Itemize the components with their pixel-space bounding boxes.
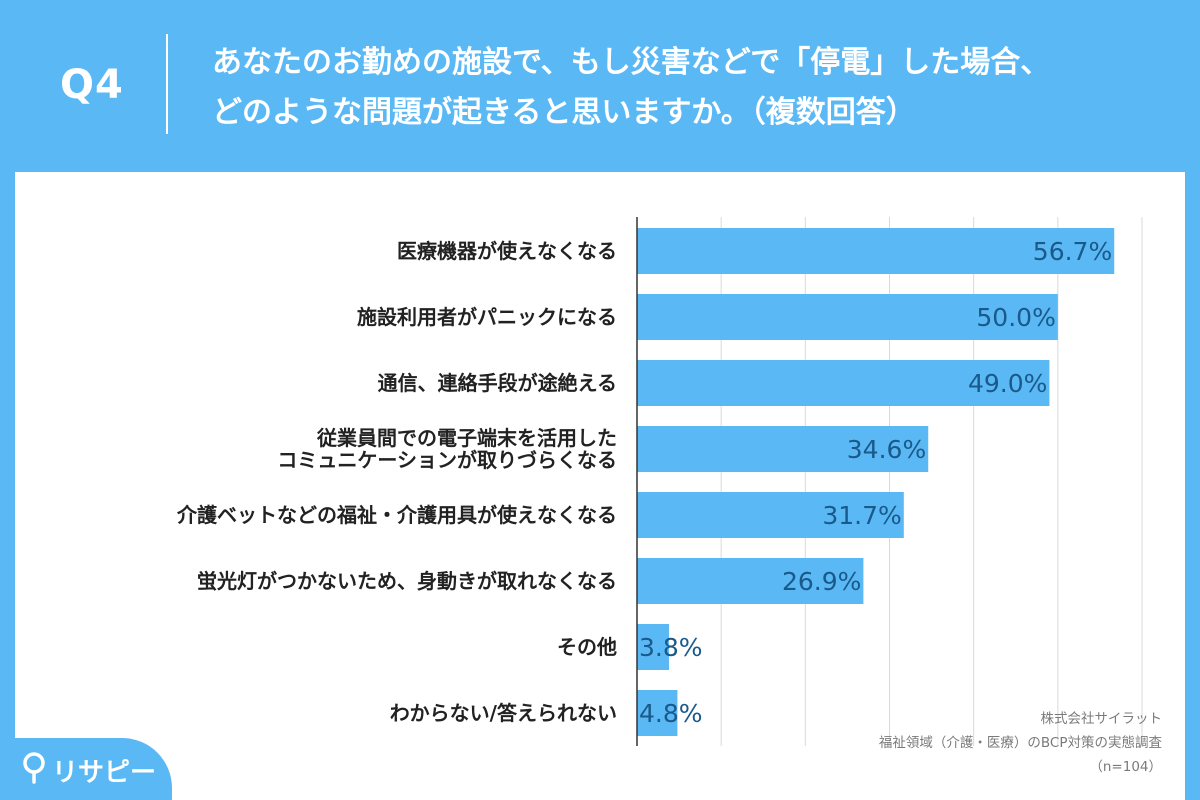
logo-text: リサピー [52,758,157,788]
category-label: わからない/答えられない [390,701,617,725]
credit-sample: （n=104） [1089,759,1162,775]
bar [637,558,864,604]
bar [637,294,1058,340]
category-label: コミュニケーションが取りづらくなる [277,448,617,472]
credit-survey: 福祉領域（介護・医療）のBCP対策の実態調査 [878,735,1162,751]
value-label: 50.0% [976,303,1055,332]
value-label: 3.8% [639,633,703,662]
value-label: 26.9% [782,567,861,596]
bar [637,228,1115,274]
bar [637,624,669,670]
bar-chart: 56.7% 医療機器が使えなくなる 50.0% 施設利用者がパニックになる 49.0% 通… [176,217,1143,746]
header: Q4 あなたのお勤めの施設で、もし災害などで「停電」した場合、 どのような問題が… [0,0,1200,170]
question-title-line2: どのような問題が起きると思いますか。（複数回答） [212,95,916,130]
question-number: Q4 [60,62,124,108]
bar [637,492,904,538]
credit-company: 株式会社サイラット [1040,711,1163,727]
value-label: 56.7% [1033,237,1112,266]
category-label: 施設利用者がパニックになる [357,305,617,329]
category-label: 従業員間での電子端末を活用した [316,426,617,450]
category-label: 医療機器が使えなくなる [397,239,617,263]
value-label: 31.7% [822,501,901,530]
question-title: あなたのお勤めの施設で、もし災害などで「停電」した場合、 どのような問題が起きる… [212,38,1172,138]
chart-panel: 56.7% 医療機器が使えなくなる 50.0% 施設利用者がパニックになる 49.0% 通… [15,172,1185,800]
category-label: その他 [557,635,617,659]
bar [637,426,929,472]
category-label: 介護ベットなどの福祉・介護用具が使えなくなる [176,503,617,527]
bar [637,690,678,736]
category-label: 通信、連絡手段が途絶える [378,371,617,395]
pin-icon [23,752,45,784]
value-label: 4.8% [639,699,703,728]
value-label: 49.0% [968,369,1047,398]
credits: 株式会社サイラット 福祉領域（介護・医療）のBCP対策の実態調査 （n=104） [742,707,1162,779]
value-label: 34.6% [847,435,926,464]
logo-tab: リサピー [0,738,172,800]
header-divider [166,34,168,134]
question-title-line1: あなたのお勤めの施設で、もし災害などで「停電」した場合、 [212,45,1051,80]
bar [637,360,1050,406]
category-label: 蛍光灯がつかないため、身動きが取れなくなる [197,569,617,593]
